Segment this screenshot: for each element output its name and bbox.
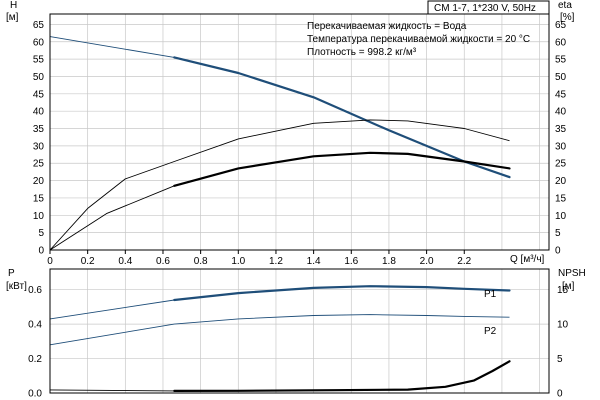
x-tick-label: 1.6 [344, 256, 358, 267]
top-series-2-line [49, 152, 510, 251]
bottom-plot-frame [49, 268, 550, 394]
bottom-right-tick-label: 10 [557, 320, 569, 331]
top-left-tick-label: 15 [33, 193, 45, 204]
top-right-axis-label: eta [558, 0, 572, 11]
x-tick-label: 0.8 [194, 256, 208, 267]
top-left-tick-label: 20 [33, 176, 45, 187]
top-right-tick-label: 5 [555, 228, 561, 239]
header-box [427, 0, 550, 15]
top-right-tick-label: 20 [555, 176, 567, 187]
top-right-tick-label: 60 [555, 37, 567, 48]
top-left-tick-label: 0 [38, 246, 44, 257]
top-left-tick-label: 30 [33, 141, 45, 152]
top-right-tick-label: 30 [555, 141, 567, 152]
bottom-ticks: 0.0 0.2 0.4 0.6 0 5 10 15 [28, 285, 568, 399]
top-right-tick-label: 40 [555, 107, 567, 118]
top-left-tick-label: 60 [33, 37, 45, 48]
top-left-tick-label: 10 [33, 211, 45, 222]
bottom-left-tick-label: 0.4 [28, 320, 42, 331]
top-right-tick-label: 45 [555, 89, 567, 100]
bottom-left-tick-label: 0.6 [28, 285, 42, 296]
top-plot-frame [49, 13, 550, 251]
bottom-series-0-operating-range [173, 285, 511, 302]
bottom-right-axis-label: NPSH [558, 268, 586, 279]
x-tick-label: 2.0 [420, 256, 434, 267]
x-tick-label: 0.2 [81, 256, 95, 267]
bottom-series-1-line [49, 314, 510, 346]
x-tick-label: 1.2 [269, 256, 283, 267]
series-label-p1: P1 [484, 289, 497, 300]
top-series-1-line [49, 119, 510, 251]
bottom-series-2-operating-range [173, 360, 511, 392]
top-series-0-operating-range [173, 56, 511, 179]
x-tick-label: 1.8 [382, 256, 396, 267]
top-left-tick-label: 65 [33, 20, 45, 31]
top-right-tick-label: 0 [555, 246, 561, 257]
x-tick-label: 0 [47, 256, 53, 267]
top-series-0-line [49, 36, 510, 178]
top-right-tick-label: 55 [555, 55, 567, 66]
x-tick-label: 1.0 [231, 256, 245, 267]
bottom-right-axis-unit: [м] [562, 281, 575, 292]
x-tick-label: 2.2 [457, 256, 471, 267]
bottom-left-axis-label: P [8, 268, 15, 279]
note-fluid: Перекачиваемая жидкость = Вода [307, 21, 467, 32]
note-density: Плотность = 998.2 кг/м³ [307, 47, 417, 58]
x-tick-label: 0.6 [156, 256, 170, 267]
bottom-grid [49, 269, 549, 394]
top-left-tick-label: 25 [33, 159, 45, 170]
bottom-right-tick-label: 15 [557, 285, 569, 296]
top-left-tick-label: 55 [33, 55, 45, 66]
note-temperature: Температура перекачиваемой жидкости = 20… [307, 34, 530, 45]
top-series-2-operating-range [173, 151, 511, 187]
top-right-tick-label: 50 [555, 72, 567, 83]
x-tick-label: 1.4 [307, 256, 321, 267]
bottom-right-tick-label: 0 [557, 389, 563, 400]
bottom-left-tick-label: 0.2 [28, 354, 42, 365]
top-right-tick-label: 35 [555, 124, 567, 135]
top-left-axis-unit: [м] [6, 12, 19, 23]
top-left-tick-label: 5 [38, 228, 44, 239]
top-ticks: 0 0.2 0.4 0.6 0.8 1.0 1.2 1.4 1.6 1.8 2.0 2.20 05 510… [33, 20, 567, 267]
top-left-tick-label: 35 [33, 124, 45, 135]
top-right-axis-unit: [%] [560, 12, 575, 23]
bottom-series [49, 285, 511, 392]
series-label-p2: P2 [484, 326, 497, 337]
top-left-tick-label: 45 [33, 89, 45, 100]
top-left-tick-label: 40 [33, 107, 45, 118]
bottom-right-tick-label: 5 [557, 354, 563, 365]
header-title: CM 1-7, 1*230 V, 50Hz [434, 3, 536, 14]
top-right-tick-label: 25 [555, 159, 567, 170]
bottom-left-axis-unit: [кВт] [6, 281, 27, 292]
top-right-tick-label: 15 [555, 193, 567, 204]
top-right-tick-label: 65 [555, 20, 567, 31]
top-left-axis-label: H [10, 0, 17, 11]
top-left-tick-label: 50 [33, 72, 45, 83]
bottom-left-tick-label: 0.0 [28, 389, 42, 400]
top-series [49, 36, 511, 251]
top-right-tick-label: 10 [555, 211, 567, 222]
x-axis-label: Q [м³/ч] [510, 254, 545, 265]
x-tick-label: 0.4 [118, 256, 132, 267]
